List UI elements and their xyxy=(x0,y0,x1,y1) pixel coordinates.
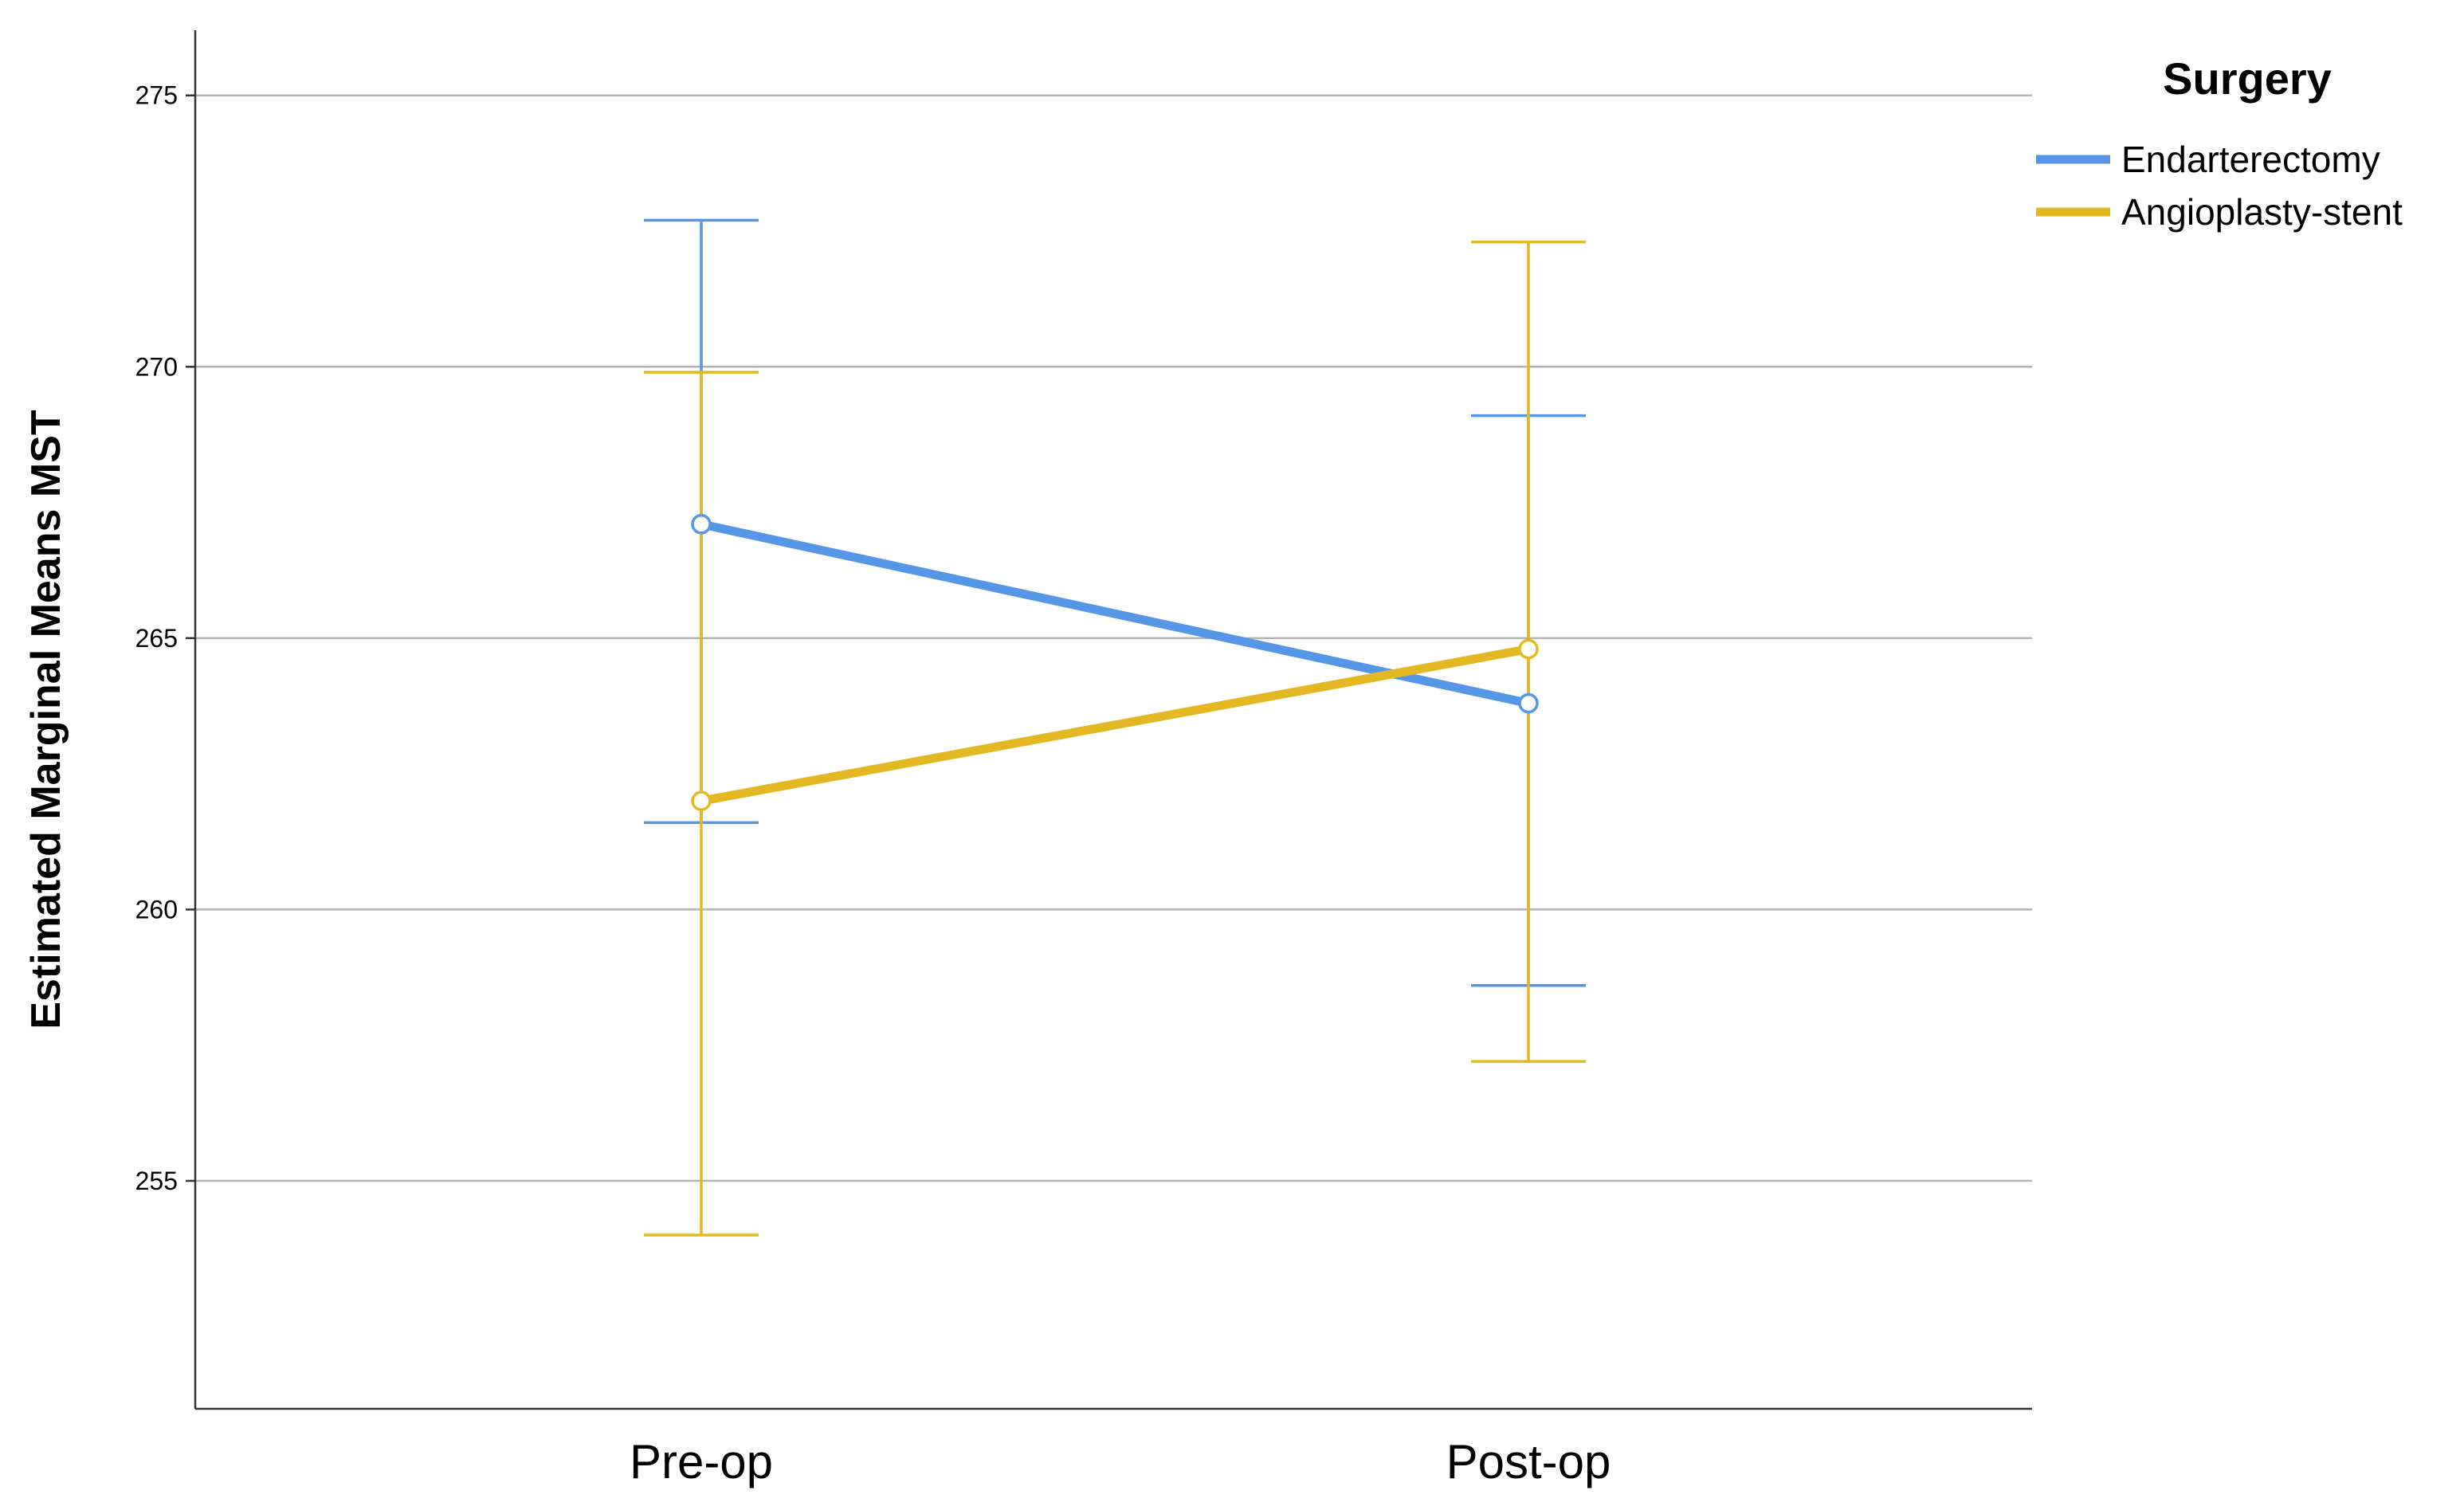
endarterectomy-point-0 xyxy=(691,514,712,535)
gridlines xyxy=(195,94,2032,1183)
axes xyxy=(194,30,2032,1410)
endarterectomy-point-1 xyxy=(1518,692,1539,714)
series-lines xyxy=(696,520,1533,806)
legend: Surgery Endarterectomy Angioplasty-stent xyxy=(2036,53,2403,233)
angioplasty-stent-line xyxy=(696,644,1533,806)
x-tick-label-pre-op: Pre-op xyxy=(630,1435,773,1488)
y-tick-label-270: 270 xyxy=(135,352,178,381)
y-tick-labels: 255 260 265 270 275 xyxy=(135,81,195,1195)
y-tick-label-260: 260 xyxy=(135,895,178,924)
legend-title: Surgery xyxy=(2163,53,2332,104)
x-tick-label-post-op: Post-op xyxy=(1446,1435,1611,1488)
y-axis-title: Estimated Marginal Means MST xyxy=(23,410,69,1030)
x-tick-labels: Pre-op Post-op xyxy=(630,1435,1611,1488)
legend-items: Endarterectomy Angioplasty-stent xyxy=(2036,139,2403,233)
angioplasty-stent-point-1 xyxy=(1518,638,1539,660)
angioplasty-stent-legend-label: Angioplasty-stent xyxy=(2121,191,2403,233)
data-points xyxy=(691,514,1539,811)
endarterectomy-legend-label: Endarterectomy xyxy=(2121,139,2380,180)
y-tick-label-265: 265 xyxy=(135,624,178,653)
endarterectomy-line xyxy=(696,520,1533,708)
angioplasty-stent-point-0 xyxy=(691,790,712,811)
y-tick-label-255: 255 xyxy=(135,1167,178,1195)
y-tick-label-275: 275 xyxy=(135,81,178,110)
